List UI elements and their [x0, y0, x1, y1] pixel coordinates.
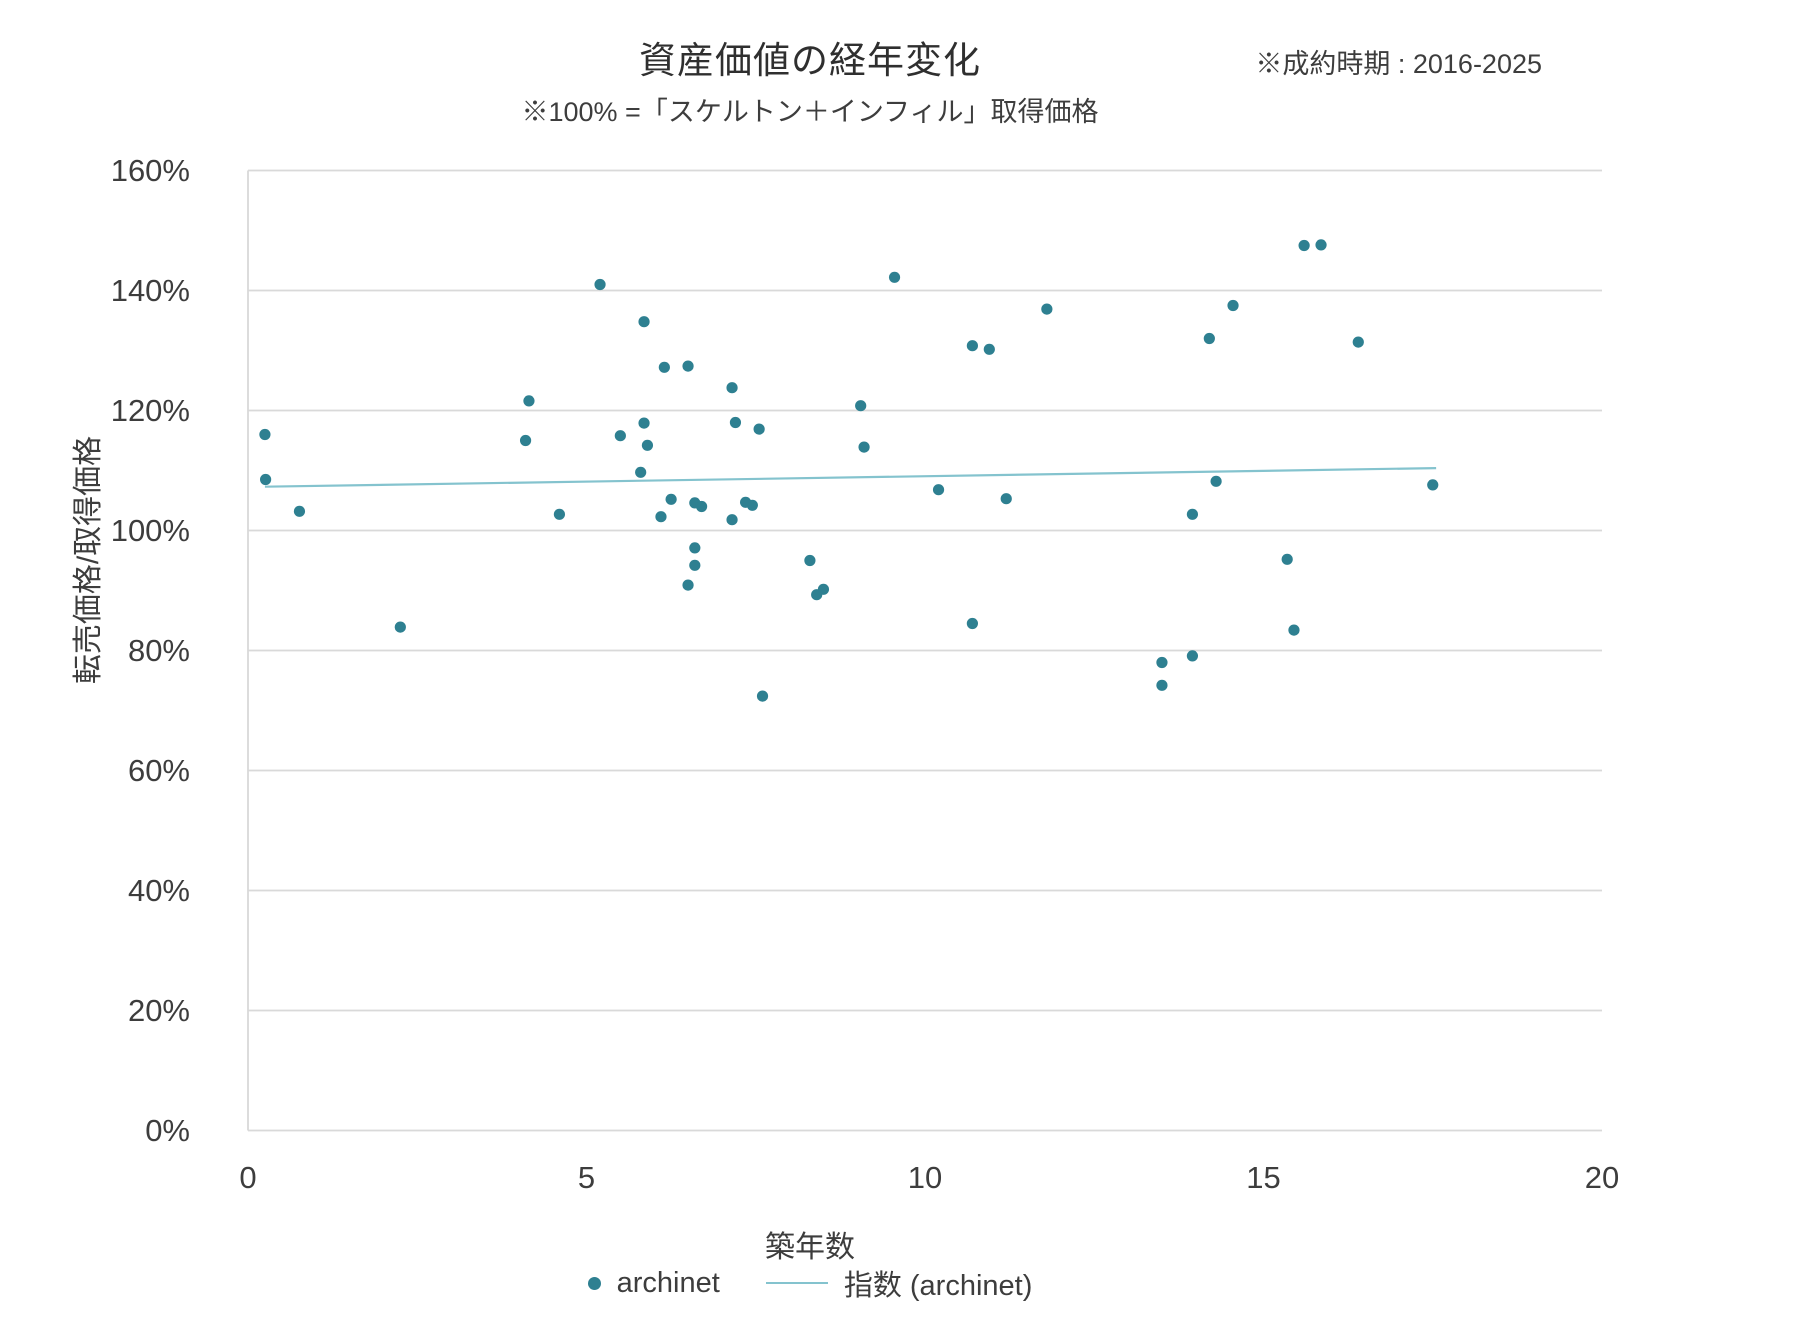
data-point	[726, 382, 738, 394]
data-point	[695, 500, 708, 513]
data-point	[1186, 650, 1199, 662]
data-point	[746, 499, 758, 511]
data-point	[682, 579, 694, 591]
data-point	[665, 493, 677, 505]
x-tick-label: 10	[908, 1160, 942, 1195]
x-axis-title: 築年数	[765, 1231, 855, 1264]
y-tick-label: 60%	[128, 753, 190, 788]
legend-trend-label: 指数 (archinet)	[843, 1270, 1033, 1302]
data-point	[635, 466, 647, 478]
y-tick-label: 140%	[111, 273, 190, 308]
x-tick-label: 0	[239, 1160, 256, 1195]
x-tick-label: 20	[1585, 1160, 1619, 1195]
y-tick-label: 20%	[128, 993, 190, 1028]
data-point	[260, 473, 272, 486]
data-point	[726, 514, 738, 526]
data-point	[1000, 493, 1012, 505]
y-tick-label: 80%	[128, 633, 190, 668]
legend: archinet 指数 (archinet)	[0, 1262, 1620, 1304]
data-point	[523, 395, 535, 407]
legend-item-archinet: archinet	[587, 1266, 720, 1300]
data-point	[1210, 475, 1222, 487]
y-axis-title: 転売価格/取得価格	[72, 435, 105, 685]
data-point	[519, 434, 532, 447]
trendline	[264, 467, 1437, 488]
x-tick-label: 15	[1246, 1160, 1280, 1195]
legend-line-marker	[765, 1282, 828, 1284]
y-tick-label: 40%	[128, 873, 190, 908]
data-point	[1298, 239, 1310, 252]
data-point	[638, 417, 650, 429]
data-point	[804, 554, 816, 567]
data-point	[293, 505, 306, 517]
legend-series-label: archinet	[616, 1266, 720, 1299]
data-point	[753, 423, 765, 435]
data-point	[689, 542, 701, 554]
data-point	[259, 428, 271, 441]
data-point	[614, 430, 626, 442]
data-point	[658, 361, 670, 373]
data-point	[655, 511, 667, 523]
data-point	[817, 583, 830, 595]
data-point	[682, 360, 694, 372]
data-point	[1156, 679, 1168, 691]
data-point	[1227, 299, 1239, 312]
data-point	[1315, 239, 1327, 251]
data-point	[1352, 336, 1364, 348]
data-point	[1281, 553, 1293, 565]
y-tick-label: 100%	[111, 513, 190, 548]
data-point	[855, 400, 867, 412]
chart-title: 資産価値の経年変化	[639, 40, 981, 81]
data-point	[983, 343, 995, 355]
data-point	[689, 559, 701, 571]
data-point	[1186, 508, 1199, 520]
data-point	[1427, 479, 1439, 491]
legend-item-trendline: 指数 (archinet)	[765, 1262, 1033, 1304]
data-point	[932, 484, 945, 496]
data-point	[553, 508, 566, 520]
data-point	[756, 690, 769, 702]
data-point	[641, 439, 654, 451]
data-point	[966, 340, 978, 352]
contract-period-note: ※成約時期 : 2016-2025	[1255, 49, 1542, 79]
data-point	[858, 441, 870, 453]
y-tick-label: 0%	[145, 1113, 190, 1148]
data-point	[966, 617, 978, 630]
data-point	[1156, 656, 1168, 669]
data-point	[394, 621, 406, 633]
data-point	[729, 416, 742, 429]
data-point	[1203, 332, 1215, 345]
data-point	[1041, 303, 1053, 315]
x-tick-label: 5	[578, 1160, 595, 1195]
y-tick-label: 120%	[111, 393, 190, 428]
legend-dot-marker	[587, 1276, 601, 1290]
data-point	[888, 271, 901, 283]
y-tick-label: 160%	[111, 153, 190, 188]
data-point	[638, 316, 650, 328]
data-point	[594, 278, 606, 291]
data-point	[1288, 624, 1300, 636]
chart-subtitle: ※100% =「スケルトン＋インフィル」取得価格	[521, 97, 1099, 127]
